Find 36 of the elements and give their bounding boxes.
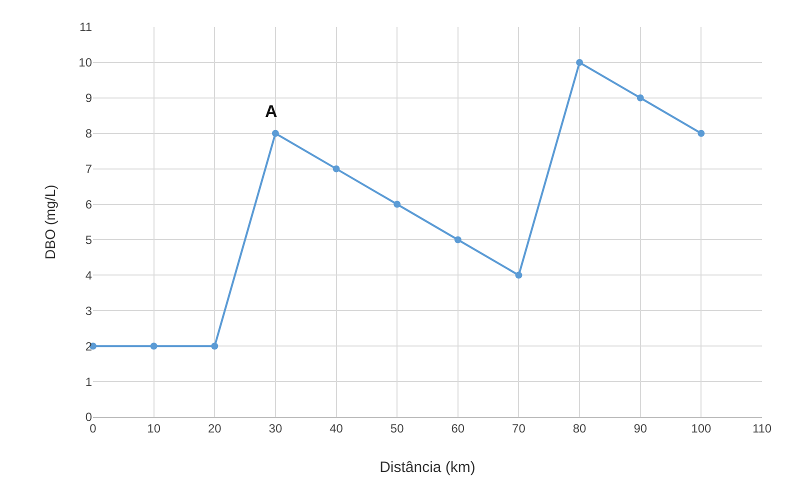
x-tick-label: 110: [752, 421, 772, 436]
y-tick-label: 8: [85, 126, 92, 141]
x-tick-label: 90: [634, 421, 648, 436]
x-tick-label: 100: [691, 421, 712, 436]
y-tick-label: 7: [85, 162, 92, 176]
point: [211, 342, 218, 350]
x-tick-label: 50: [390, 421, 404, 436]
point: [150, 342, 158, 350]
y-tick-label: 0: [85, 410, 92, 424]
y-axis-title: DBO (mg/L): [42, 184, 58, 260]
point: [394, 200, 401, 208]
point: [636, 94, 644, 102]
x-tick-label: 20: [208, 421, 222, 436]
x-axis-title: Distância (km): [380, 459, 476, 476]
y-tick-label: 10: [78, 56, 92, 70]
point: [576, 58, 584, 66]
annotation: A: [265, 102, 278, 121]
y-tick-label: 2: [85, 339, 92, 354]
x-tick-label: 70: [512, 421, 526, 436]
point: [332, 165, 340, 172]
y-tick-label: 3: [85, 304, 92, 318]
x-tick-label: 60: [451, 421, 465, 436]
point: [698, 130, 705, 137]
y-tick-label: 11: [80, 20, 92, 34]
y-tick-label: 4: [85, 268, 92, 282]
y-tick-label: 9: [85, 91, 92, 106]
point: [272, 130, 279, 137]
y-tick-label: 5: [85, 232, 92, 247]
x-tick-label: 10: [147, 421, 161, 436]
point: [454, 236, 462, 244]
x-tick-label: 80: [572, 421, 587, 436]
point: [515, 272, 522, 279]
x-tick-label: 40: [330, 421, 344, 436]
y-tick-label: 1: [85, 374, 92, 389]
x-tick-label: 30: [268, 421, 282, 436]
y-tick-label: 6: [85, 197, 92, 212]
